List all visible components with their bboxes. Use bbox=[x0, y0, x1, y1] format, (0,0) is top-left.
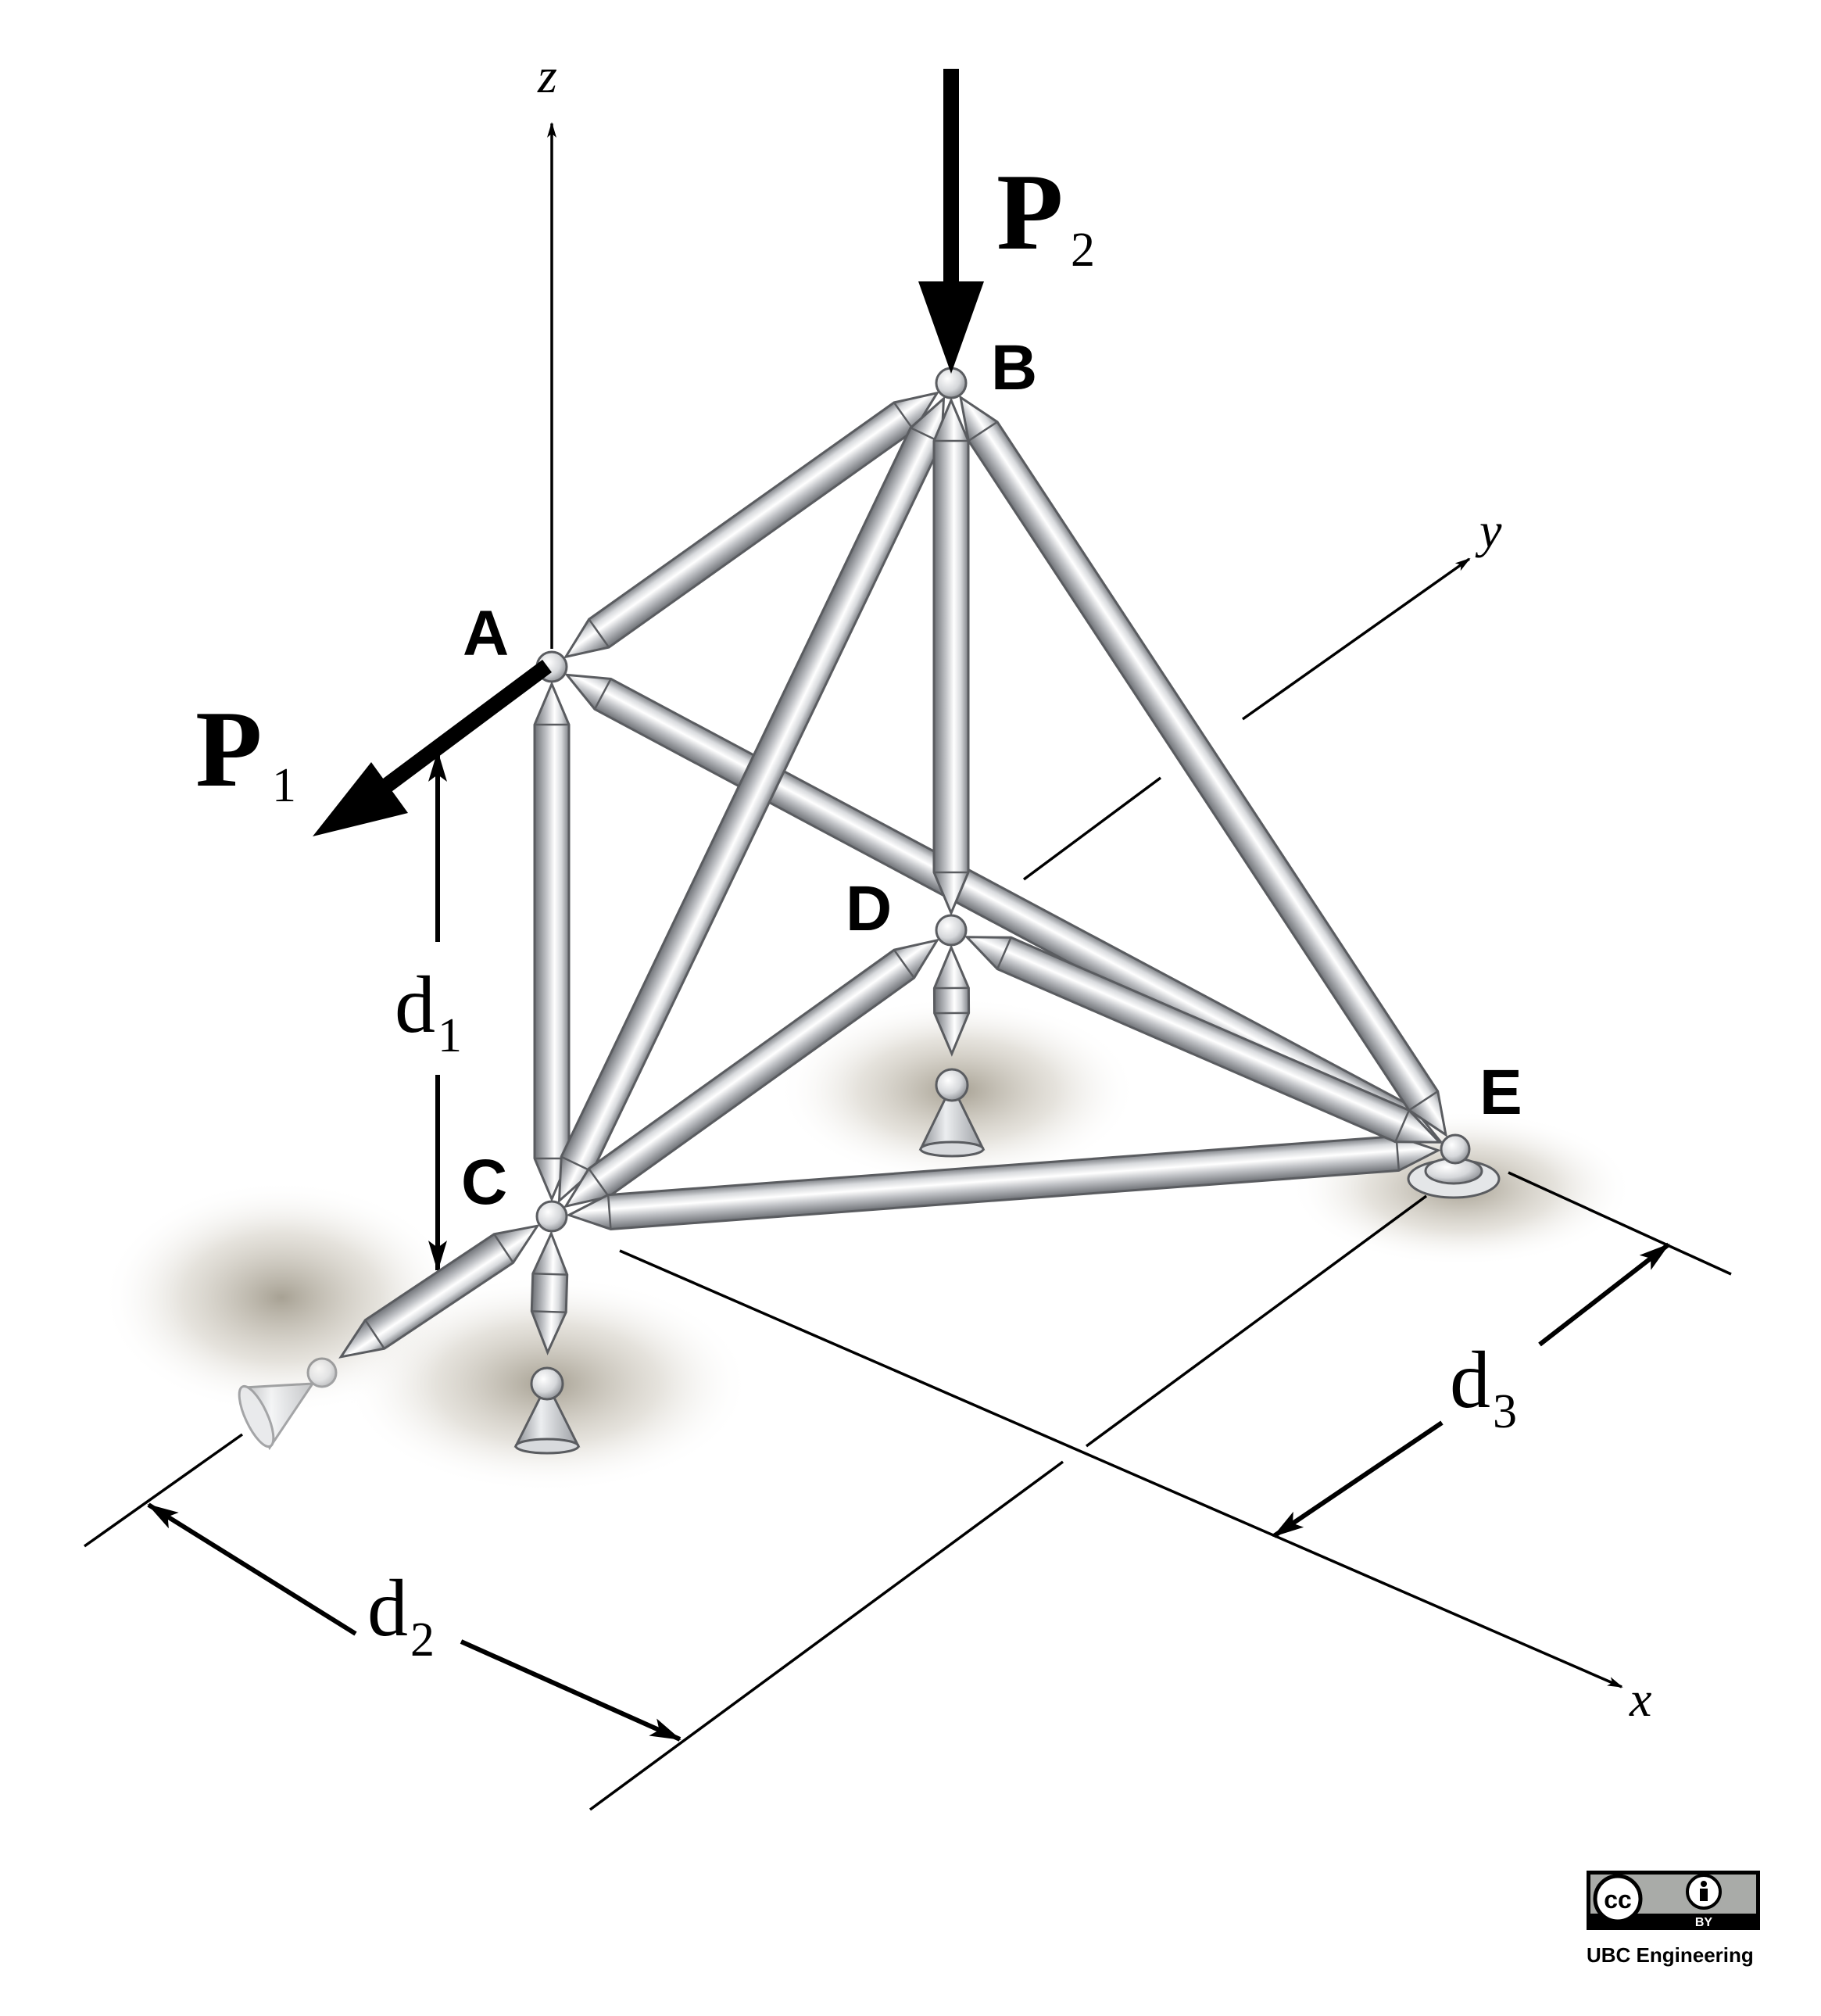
d3-arrow-up bbox=[1538, 1242, 1670, 1347]
member-bd bbox=[932, 397, 970, 916]
cc-icon bbox=[1593, 1874, 1643, 1924]
member-de bbox=[964, 936, 1443, 1144]
svg-text:2: 2 bbox=[1071, 224, 1095, 277]
joint-c bbox=[535, 1200, 568, 1233]
d2-arrow-right bbox=[460, 1639, 682, 1742]
forces bbox=[313, 69, 984, 836]
support-c bbox=[513, 1366, 581, 1455]
node-label-c: C bbox=[461, 1147, 507, 1218]
dim-label-d3: d 3 bbox=[1450, 1335, 1517, 1438]
force-label-p2: P 2 bbox=[996, 152, 1095, 277]
ground-line-left bbox=[83, 1433, 244, 1548]
node-label-a: A bbox=[463, 598, 509, 669]
dim-label-d1: d 1 bbox=[395, 960, 462, 1062]
force-label-p1: P 1 bbox=[195, 689, 296, 812]
node-label-d: D bbox=[846, 873, 892, 944]
member-ab bbox=[563, 391, 940, 659]
ground-line-c-e-back bbox=[1085, 1194, 1428, 1448]
d3-arrow-down bbox=[1272, 1420, 1444, 1538]
dimension-lines bbox=[147, 750, 1670, 1742]
axis-label-y: y bbox=[1475, 503, 1502, 558]
member-d-support bbox=[932, 944, 971, 1057]
member-c-support bbox=[530, 1230, 569, 1355]
svg-text:1: 1 bbox=[272, 759, 296, 812]
axis-label-x: x bbox=[1629, 1671, 1651, 1727]
svg-text:d: d bbox=[395, 960, 435, 1050]
d2-arrow-left bbox=[147, 1502, 357, 1636]
labels: A B C D E z y x P 2 P 1 d 1 d 2 d 3 bbox=[195, 48, 1651, 1727]
truss-members bbox=[338, 391, 1448, 1359]
credit-text: UBC Engineering bbox=[1587, 1943, 1754, 1967]
support-left bbox=[238, 1357, 338, 1451]
ground-line-e-right bbox=[1508, 1171, 1732, 1276]
support-d bbox=[918, 1068, 986, 1158]
x-axis bbox=[619, 1249, 1623, 1688]
y-axis-segment-upper bbox=[1241, 557, 1471, 721]
y-axis-segment-mid bbox=[1022, 776, 1162, 881]
svg-text:P: P bbox=[195, 689, 263, 810]
svg-text:3: 3 bbox=[1493, 1385, 1517, 1438]
node-label-e: E bbox=[1479, 1057, 1522, 1128]
joint-e bbox=[1440, 1133, 1471, 1165]
by-text: BY bbox=[1695, 1916, 1713, 1929]
svg-text:1: 1 bbox=[438, 1009, 462, 1062]
truss-joints bbox=[535, 367, 1471, 1233]
support-e bbox=[1407, 1157, 1501, 1199]
force-p2-arrow bbox=[918, 69, 984, 374]
member-be bbox=[958, 395, 1448, 1137]
cc-icon-text: cc bbox=[1604, 1885, 1632, 1914]
svg-text:2: 2 bbox=[410, 1613, 435, 1667]
axes bbox=[83, 122, 1732, 1811]
svg-text:P: P bbox=[996, 152, 1064, 273]
member-ac bbox=[533, 681, 571, 1202]
force-p1-arrow bbox=[313, 659, 552, 836]
ground-line-front bbox=[589, 1460, 1064, 1811]
joint-d bbox=[935, 914, 968, 947]
node-label-b: B bbox=[991, 332, 1037, 403]
supports bbox=[238, 1068, 1501, 1455]
axis-label-z: z bbox=[537, 48, 557, 103]
cc-by-license-badge: cc BY UBC Engineering bbox=[1587, 1871, 1760, 1967]
svg-text:d: d bbox=[1450, 1335, 1490, 1425]
member-c-left-support bbox=[338, 1224, 540, 1359]
dim-label-d2: d 2 bbox=[367, 1563, 435, 1667]
svg-text:d: d bbox=[367, 1563, 408, 1653]
